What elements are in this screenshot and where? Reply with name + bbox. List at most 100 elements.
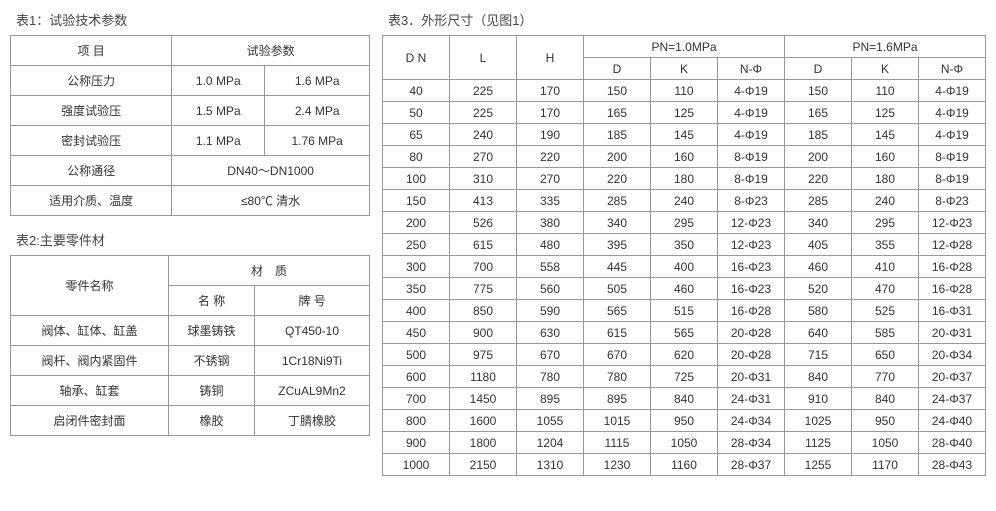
t3-h-l: L bbox=[450, 36, 517, 80]
t3-cell: 1125 bbox=[785, 432, 852, 454]
t3-cell: 4-Φ19 bbox=[919, 124, 986, 146]
t3-row: 1003102702201808-Φ192201808-Φ19 bbox=[383, 168, 986, 190]
t3-cell: 240 bbox=[450, 124, 517, 146]
t3-row: 900180012041115105028-Φ341125105028-Φ40 bbox=[383, 432, 986, 454]
t2-row: 启闭件密封面橡胶丁腈橡胶 bbox=[11, 406, 370, 436]
t3-row: 50097567067062020-Φ2871565020-Φ34 bbox=[383, 344, 986, 366]
table1-title: 表1：试验技术参数 bbox=[10, 10, 370, 29]
t3-cell: 310 bbox=[450, 168, 517, 190]
t2-cell-part: 轴承、缸套 bbox=[11, 376, 169, 406]
t3-cell: 12-Φ23 bbox=[919, 212, 986, 234]
t3-cell: 24-Φ34 bbox=[718, 410, 785, 432]
t3-cell: 350 bbox=[383, 278, 450, 300]
t3-cell: 560 bbox=[517, 278, 584, 300]
t3-cell: 640 bbox=[785, 322, 852, 344]
t2-row: 轴承、缸套铸铜ZCuAL9Mn2 bbox=[11, 376, 370, 406]
t3-cell: 150 bbox=[785, 80, 852, 102]
t3-cell: 1025 bbox=[785, 410, 852, 432]
t3-cell: 110 bbox=[651, 80, 718, 102]
table3-title: 表3．外形尺寸（见图1） bbox=[382, 10, 986, 29]
t2-header-matname: 名 称 bbox=[169, 286, 255, 316]
t3-cell: 16-Φ28 bbox=[919, 278, 986, 300]
t3-cell: 28-Φ34 bbox=[718, 432, 785, 454]
t3-cell: 780 bbox=[517, 366, 584, 388]
t3-cell: 20-Φ28 bbox=[718, 322, 785, 344]
t3-cell: 65 bbox=[383, 124, 450, 146]
t3-cell: 1160 bbox=[651, 454, 718, 476]
t3-h-k2: K bbox=[852, 58, 919, 80]
t1-header-param: 试验参数 bbox=[172, 36, 370, 66]
t2-cell-part: 阀体、缸体、缸盖 bbox=[11, 316, 169, 346]
t2-header-grade: 牌 号 bbox=[254, 286, 369, 316]
t3-cell: 160 bbox=[651, 146, 718, 168]
t3-cell: 160 bbox=[852, 146, 919, 168]
t3-cell: 4-Φ19 bbox=[718, 80, 785, 102]
t3-cell: 240 bbox=[651, 190, 718, 212]
t3-cell: 4-Φ19 bbox=[919, 80, 986, 102]
t3-cell: 840 bbox=[852, 388, 919, 410]
t2-header-name: 零件名称 bbox=[11, 256, 169, 316]
t3-cell: 165 bbox=[584, 102, 651, 124]
t3-cell: 4-Φ19 bbox=[718, 124, 785, 146]
t3-cell: 1310 bbox=[517, 454, 584, 476]
t3-cell: 1230 bbox=[584, 454, 651, 476]
t3-cell: 150 bbox=[584, 80, 651, 102]
t3-cell: 2150 bbox=[450, 454, 517, 476]
t3-cell: 225 bbox=[450, 80, 517, 102]
t2-header-mat: 材 质 bbox=[169, 256, 370, 286]
t3-cell: 975 bbox=[450, 344, 517, 366]
t3-cell: 220 bbox=[785, 168, 852, 190]
t3-cell: 1055 bbox=[517, 410, 584, 432]
t3-cell: 840 bbox=[651, 388, 718, 410]
t3-cell: 526 bbox=[450, 212, 517, 234]
t2-cell-mat: 橡胶 bbox=[169, 406, 255, 436]
t3-cell: 445 bbox=[584, 256, 651, 278]
t3-row: 30070055844540016-Φ2346041016-Φ28 bbox=[383, 256, 986, 278]
t3-cell: 340 bbox=[785, 212, 852, 234]
t3-row: 1504133352852408-Φ232852408-Φ23 bbox=[383, 190, 986, 212]
table2: 零件名称 材 质 名 称 牌 号 阀体、缸体、缸盖球墨铸铁QT450-10阀杆、… bbox=[10, 255, 370, 436]
t3-cell: 620 bbox=[651, 344, 718, 366]
t3-cell: 400 bbox=[651, 256, 718, 278]
t1-cell-value: 1.1 MPa bbox=[172, 126, 265, 156]
t3-h-h: H bbox=[517, 36, 584, 80]
t3-cell: 285 bbox=[584, 190, 651, 212]
t3-cell: 615 bbox=[450, 234, 517, 256]
t3-cell: 170 bbox=[517, 102, 584, 124]
t3-cell: 670 bbox=[584, 344, 651, 366]
t1-cell-label: 适用介质、温度 bbox=[11, 186, 172, 216]
t3-cell: 12-Φ23 bbox=[718, 212, 785, 234]
t3-cell: 565 bbox=[651, 322, 718, 344]
t3-cell: 515 bbox=[651, 300, 718, 322]
t3-cell: 4-Φ19 bbox=[919, 102, 986, 124]
t3-row: 35077556050546016-Φ2352047016-Φ28 bbox=[383, 278, 986, 300]
t3-cell: 16-Φ28 bbox=[919, 256, 986, 278]
t3-cell: 725 bbox=[651, 366, 718, 388]
t1-cell-value: DN40～DN1000 bbox=[172, 156, 370, 186]
t1-cell-label: 密封试验压 bbox=[11, 126, 172, 156]
t3-cell: 40 bbox=[383, 80, 450, 102]
t3-cell: 125 bbox=[852, 102, 919, 124]
t3-cell: 200 bbox=[584, 146, 651, 168]
table3: D N L H PN=1.0MPa PN=1.6MPa D K N-Φ D K … bbox=[382, 35, 986, 476]
t3-cell: 20-Φ31 bbox=[718, 366, 785, 388]
t1-row: 密封试验压1.1 MPa1.76 MPa bbox=[11, 126, 370, 156]
t2-cell-part: 阀杆、阀内紧固件 bbox=[11, 346, 169, 376]
t2-cell-part: 启闭件密封面 bbox=[11, 406, 169, 436]
t3-row: 25061548039535012-Φ2340535512-Φ28 bbox=[383, 234, 986, 256]
t3-cell: 500 bbox=[383, 344, 450, 366]
t3-row: 802702202001608-Φ192001608-Φ19 bbox=[383, 146, 986, 168]
t3-cell: 775 bbox=[450, 278, 517, 300]
t3-cell: 450 bbox=[383, 322, 450, 344]
t3-cell: 8-Φ19 bbox=[718, 146, 785, 168]
t3-cell: 20-Φ37 bbox=[919, 366, 986, 388]
t3-cell: 200 bbox=[785, 146, 852, 168]
t1-cell-value: 1.76 MPa bbox=[265, 126, 370, 156]
t3-cell: 8-Φ19 bbox=[718, 168, 785, 190]
t3-cell: 460 bbox=[651, 278, 718, 300]
t3-cell: 20-Φ28 bbox=[718, 344, 785, 366]
t3-cell: 165 bbox=[785, 102, 852, 124]
t3-cell: 225 bbox=[450, 102, 517, 124]
t3-cell: 300 bbox=[383, 256, 450, 278]
t3-cell: 28-Φ40 bbox=[919, 432, 986, 454]
